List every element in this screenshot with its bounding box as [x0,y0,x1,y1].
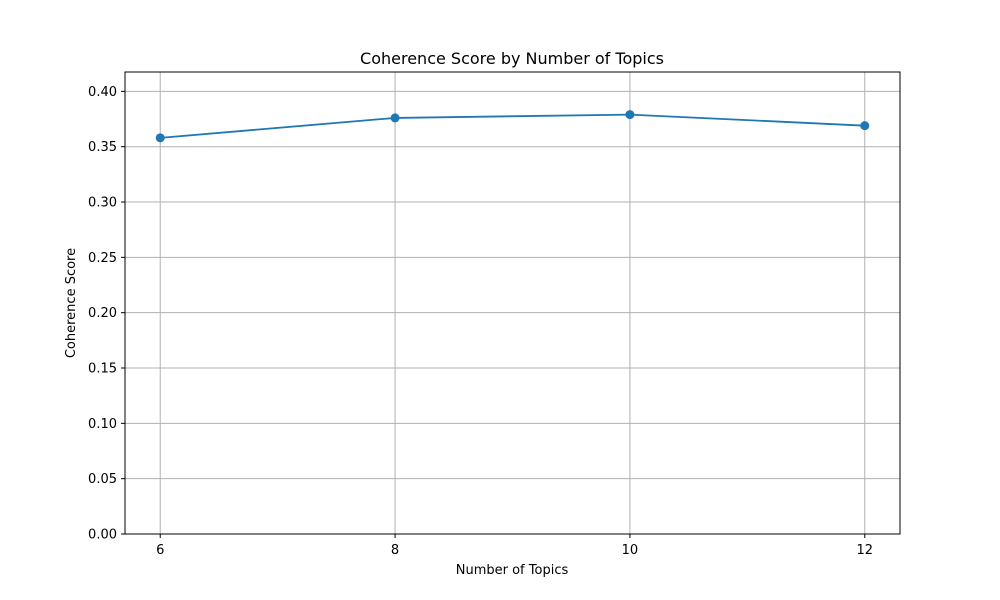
plot-frame [124,71,901,535]
y-tick-label: 0.40 [88,85,117,100]
y-axis-label: Coherence Score [64,248,79,358]
y-tick-label: 0.00 [88,528,117,543]
chart-title: Coherence Score by Number of Topics [360,49,664,68]
x-tick-label: 6 [156,543,164,558]
x-tick-label: 8 [391,543,399,558]
y-tick-label: 0.05 [88,472,117,487]
series-layer [155,110,870,143]
y-axis-ticks: 0.00 0.05 0.10 0.15 0.20 0.25 0.30 0.35 0.40 [88,85,125,543]
y-tick-label: 0.15 [88,362,117,377]
data-point [860,121,870,131]
data-point [390,113,400,123]
x-axis-label: Number of Topics [456,563,569,578]
series-line [160,113,865,139]
y-tick-label: 0.20 [88,306,117,321]
y-tick-label: 0.35 [88,140,117,155]
data-point [625,110,635,120]
x-tick-label: 10 [622,543,639,558]
y-tick-label: 0.25 [88,251,117,266]
grid [125,72,900,535]
data-point [155,133,165,143]
x-tick-label: 12 [856,543,873,558]
y-tick-label: 0.30 [88,196,117,211]
y-tick-label: 0.10 [88,417,117,432]
x-axis-ticks: 6 8 10 12 [156,534,873,558]
